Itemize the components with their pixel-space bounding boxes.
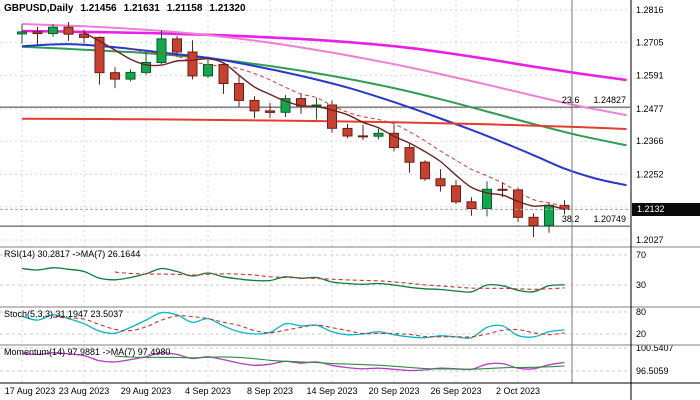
- candle: [63, 26, 74, 35]
- momentum-signal-line: [114, 355, 565, 370]
- time-axis-label: 8 Sep 2023: [247, 386, 293, 396]
- time-axis-label: 26 Sep 2023: [430, 386, 481, 396]
- price-axis-label: 1.2477: [636, 104, 664, 114]
- candle: [358, 135, 368, 138]
- candle: [265, 110, 275, 113]
- time-axis-label: 20 Sep 2023: [368, 386, 419, 396]
- candle: [389, 132, 399, 149]
- candle: [17, 31, 27, 35]
- ma-magenta-line: [21, 29, 627, 82]
- candle: [234, 83, 244, 101]
- symbol-period-label: GBPUSD,Daily: [4, 3, 74, 14]
- price-axis-label: 1.2027: [636, 235, 664, 245]
- ma-blue-line: [21, 43, 627, 187]
- fib-236-price: 1.24827: [593, 95, 626, 106]
- stoch-signal-line: [52, 315, 565, 338]
- candle: [203, 64, 213, 77]
- chart-header: GBPUSD,Daily 1.21456 1.21631 1.21158 1.21320: [4, 3, 253, 14]
- time-axis-label: 2 Oct 2023: [496, 386, 540, 396]
- price-axis-label: 1.2591: [636, 71, 664, 81]
- ohlc-high-value: 1.21631: [123, 3, 160, 14]
- candle: [218, 64, 229, 84]
- rsi-level-label: 70: [636, 250, 646, 260]
- stoch-level-label: 80: [636, 307, 646, 317]
- candle: [466, 201, 477, 210]
- fib-236-ratio: 23.6: [561, 95, 580, 106]
- candle: [156, 38, 167, 64]
- ohlc-open-value: 1.21456: [80, 3, 117, 14]
- ma-red-dashed-line: [130, 48, 565, 207]
- candle: [110, 72, 120, 80]
- time-axis-label: 17 Aug 2023: [5, 386, 56, 396]
- candle: [482, 188, 492, 210]
- fib-382-ratio: 38.2: [561, 214, 580, 225]
- momentum-indicator-label: Momentum(14) 97.9881 ->MA(7) 97.4980: [4, 347, 171, 357]
- candle: [544, 204, 554, 226]
- candle: [528, 216, 539, 227]
- candle: [48, 26, 58, 35]
- ma-maroon-line: [83, 32, 565, 211]
- candle: [420, 161, 430, 180]
- ohlc-close-value: 1.21320: [209, 3, 246, 14]
- ma-pink-line: [21, 23, 627, 117]
- ohlc-low-value: 1.21158: [166, 3, 203, 14]
- time-axis-label: 29 Aug 2023: [121, 386, 172, 396]
- rsi-indicator-label: RSI(14) 30.2817 ->MA(7) 26.1644: [4, 249, 141, 259]
- candle: [435, 178, 446, 187]
- time-axis-label: 23 Aug 2023: [59, 386, 110, 396]
- candlesticks: [17, 22, 570, 238]
- price-axis-label: 1.2252: [636, 169, 664, 179]
- candle: [342, 127, 353, 137]
- candle: [280, 98, 291, 113]
- time-axis-label: 14 Sep 2023: [306, 386, 357, 396]
- current-price-badge: 1.2132: [632, 202, 700, 216]
- candle: [249, 99, 260, 112]
- rsi-level-label: 30: [636, 280, 646, 290]
- price-axis-label: 1.2816: [636, 5, 664, 15]
- fib-236-label: 23.6 1.24827: [562, 95, 626, 105]
- candle: [187, 51, 198, 77]
- candle: [497, 188, 508, 191]
- fib-382-label: 38.2 1.20749: [562, 214, 626, 224]
- candle: [172, 38, 182, 53]
- candle: [125, 71, 136, 80]
- candle: [373, 132, 384, 137]
- candle: [404, 147, 415, 163]
- candle: [141, 62, 151, 73]
- momentum-level-label: 96.5059: [636, 366, 669, 376]
- fib-382-price: 1.20749: [593, 214, 626, 225]
- price-axis-label: 1.2366: [636, 136, 664, 146]
- stoch-level-label: 20: [636, 329, 646, 339]
- candle: [451, 185, 461, 203]
- stochastic-indicator-label: Stoch(5,3,3) 31.1947 23.5037: [4, 309, 124, 319]
- candle: [94, 36, 105, 74]
- rsi-line: [21, 267, 565, 293]
- time-axis-label: 4 Sep 2023: [185, 386, 231, 396]
- momentum-level-label: 100.5407: [636, 343, 674, 353]
- rsi-signal-line: [114, 271, 565, 290]
- candle: [32, 31, 43, 35]
- price-axis-label: 1.2705: [636, 37, 664, 47]
- candle: [327, 104, 337, 129]
